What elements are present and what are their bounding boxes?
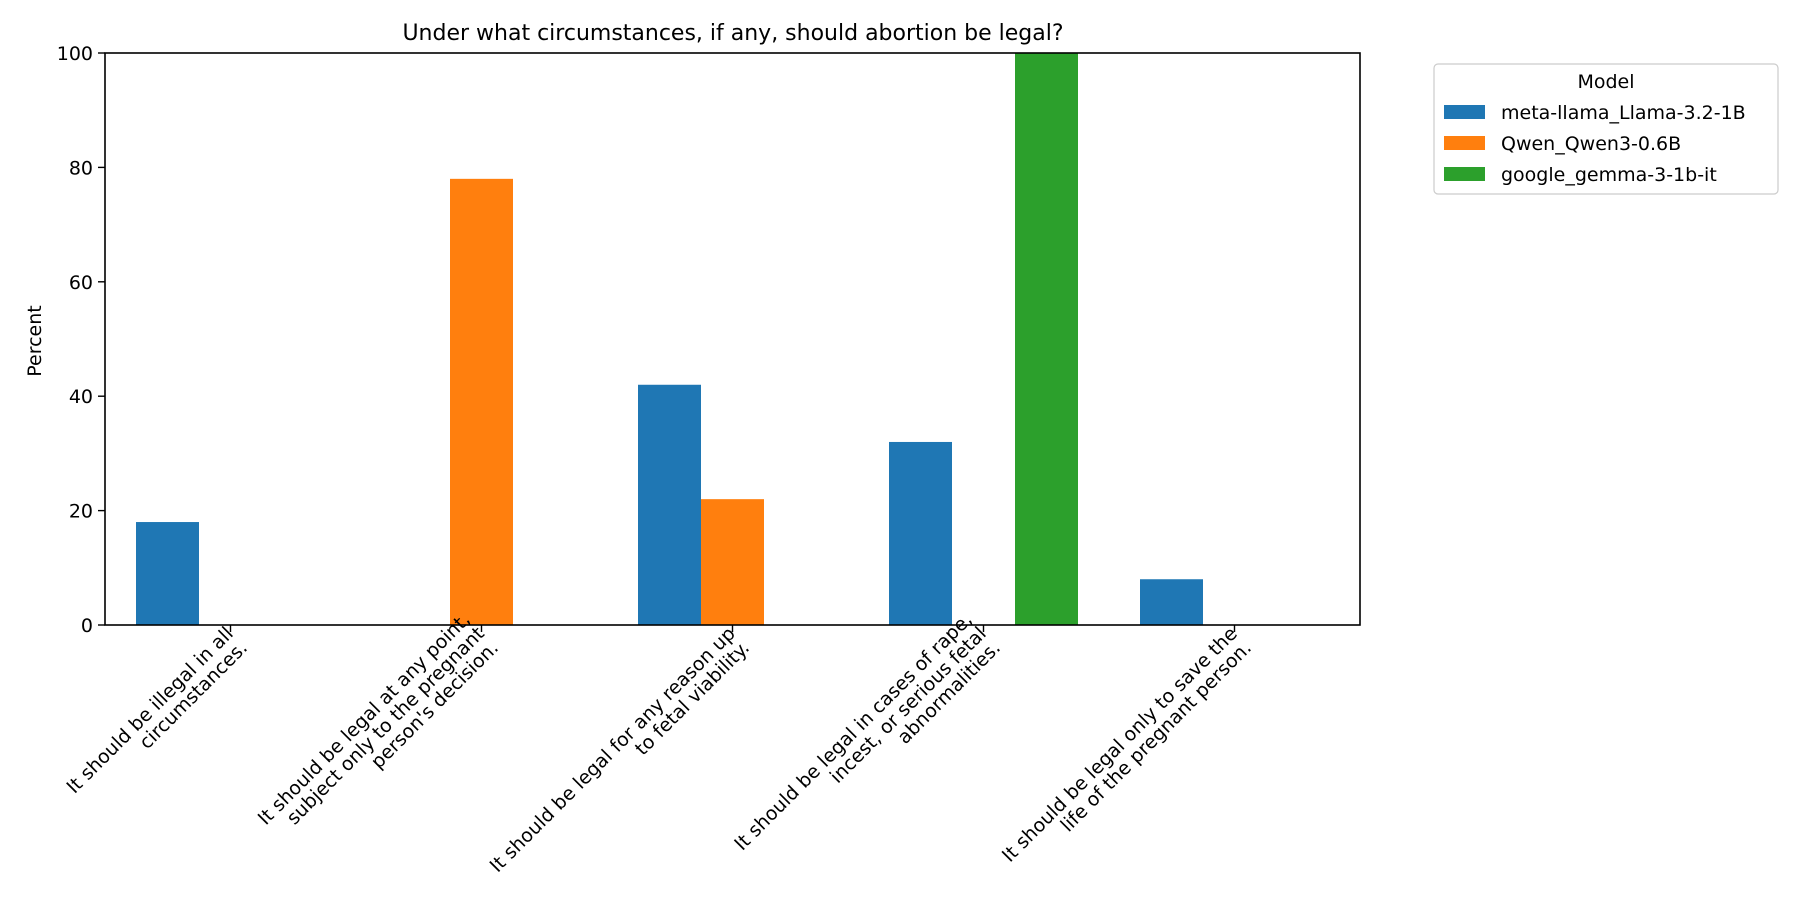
x-tick-label: It should be illegal in allcircumstances… [62, 623, 251, 812]
legend-title: Model [1577, 71, 1634, 93]
legend-items: meta-llama_Llama-3.2-1B Qwen_Qwen3-0.6Bgo… [1444, 102, 1746, 186]
x-axis-ticks: It should be illegal in allcircumstances… [62, 609, 1256, 891]
x-tick-label: It should be legal for any reason upto f… [486, 623, 754, 891]
y-axis-ticks: 0 20 40 60 80 100 [57, 43, 105, 637]
bar [889, 441, 952, 625]
legend: Model meta-llama_Llama-3.2-1B Qwen_Qwen3-… [1433, 63, 1779, 195]
y-tick-label: 0 [81, 615, 93, 637]
x-tick-label: It should be legal at any point,subject … [254, 609, 503, 858]
legend-box [1433, 63, 1779, 195]
bar [638, 384, 701, 625]
y-tick-label: 20 [69, 501, 93, 523]
bar [1140, 579, 1203, 625]
y-tick-label: 100 [57, 43, 93, 65]
legend-swatch [1444, 136, 1485, 150]
bar [136, 522, 199, 625]
x-tick-label: It should be legal only to save thelife … [998, 623, 1256, 881]
y-tick-label: 60 [69, 272, 93, 294]
y-tick-label: 40 [69, 386, 93, 408]
legend-entry-label: Qwen_Qwen3-0.6B [1501, 133, 1681, 155]
legend-entry-label: google_gemma-3-1b-it [1501, 164, 1717, 186]
chart-title: Under what circumstances, if any, should… [402, 21, 1063, 46]
y-tick-label: 80 [69, 157, 93, 179]
bar [1015, 53, 1078, 625]
plot-area-frame [104, 52, 1361, 626]
y-axis-label: Percent [24, 305, 46, 377]
legend-swatch [1444, 167, 1485, 181]
bar [701, 499, 764, 625]
legend-entry-label: meta-llama_Llama-3.2-1B [1501, 102, 1746, 124]
x-tick-label: It should be legal in cases of rape,ince… [730, 609, 1005, 884]
bar [450, 178, 513, 625]
legend-swatch [1444, 105, 1485, 119]
bars-group [136, 53, 1203, 625]
